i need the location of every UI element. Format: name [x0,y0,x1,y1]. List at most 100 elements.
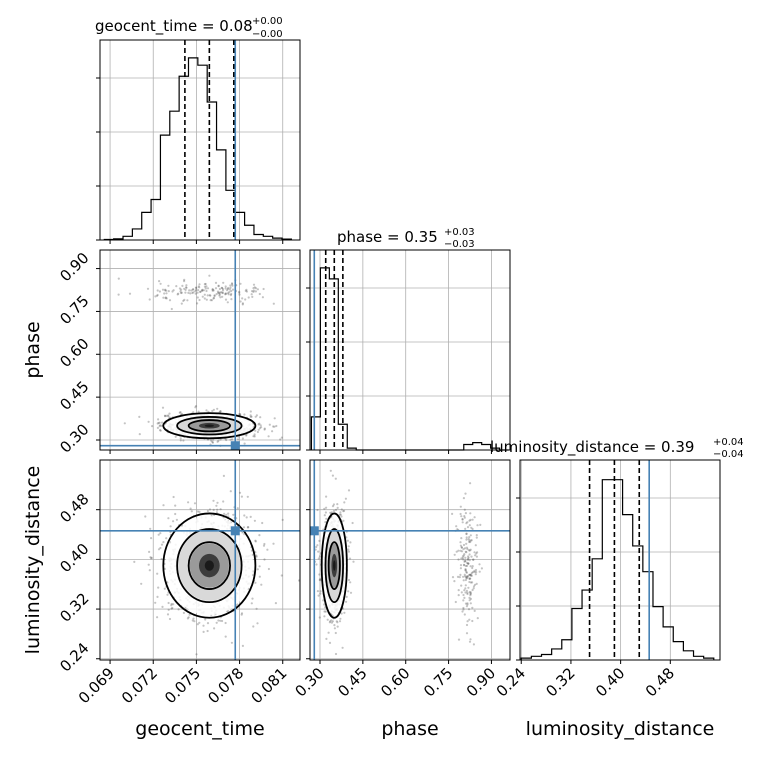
sample-point [128,292,132,295]
sample-point [227,293,230,296]
xtick-label-geocent-time: 0.072 [118,664,161,707]
sample-point [340,612,343,615]
sample-point [217,619,220,622]
sample-point [473,516,476,519]
sample-point [280,574,283,577]
sample-point [465,532,468,536]
sample-point [238,293,241,296]
sample-point [213,627,216,630]
sample-point [208,274,211,277]
sample-point [187,616,190,619]
sample-point [201,289,204,292]
sample-point [179,290,182,293]
sample-point [467,562,470,565]
sample-point [249,410,252,413]
sample-point [262,287,265,291]
sample-point [329,469,332,472]
sample-point [263,542,266,546]
sample-point [253,286,256,289]
sample-point [172,495,175,499]
sample-point [179,411,182,414]
sample-point [340,515,343,518]
sample-point [256,568,259,571]
sample-point [168,617,172,621]
sample-point [468,577,471,580]
sample-point [259,424,262,427]
sample-point [219,438,222,441]
sample-point [463,589,466,592]
sample-point [471,619,474,623]
sample-point [326,618,329,621]
sample-point [336,503,339,506]
sample-point [211,440,214,444]
sample-point [459,541,462,544]
sample-point [236,507,239,510]
sample-point [161,421,164,424]
sample-point [331,620,334,623]
sample-point [274,602,277,605]
sample-point [463,515,466,518]
sample-point [243,442,246,445]
sample-point [212,297,215,300]
sample-point [230,298,233,301]
sample-point [468,640,472,643]
density-level-4 [204,560,214,571]
truth-marker [310,526,319,536]
sample-point [174,435,177,438]
sample-point [216,407,219,410]
sample-point [318,578,321,582]
sample-point [258,427,262,430]
sample-point [464,559,467,562]
sample-point [466,564,469,568]
sample-point [466,592,469,596]
sample-point [471,571,475,574]
sample-point [205,289,208,293]
sample-point [466,521,469,524]
sample-point [159,532,162,535]
sample-point [221,295,224,298]
sample-point [258,422,261,425]
sample-point [349,581,352,584]
sample-point [204,618,207,621]
sample-point [228,290,231,294]
sample-point [474,544,477,547]
sample-point [162,504,165,507]
sample-point [462,548,465,551]
sample-point [476,524,479,527]
sample-point [238,290,241,293]
sample-point [330,621,333,624]
sample-point [469,597,472,601]
sample-point [468,596,471,600]
sample-point [347,489,351,492]
sample-point [226,289,229,292]
sample-point [183,278,186,281]
title-luminosity-distance-plus: +0.04 [713,437,744,448]
sample-point [219,410,222,413]
sample-point [156,293,159,297]
sample-point [225,513,228,516]
sample-point [227,512,230,515]
sample-point [467,555,470,558]
sample-point [198,510,201,513]
sample-point [204,287,207,290]
sample-point [456,528,459,531]
sample-point [239,282,242,285]
sample-point [165,414,168,417]
sample-point [159,282,162,285]
sample-point [138,433,141,436]
sample-point [478,563,481,566]
sample-point [462,593,465,597]
sample-point [156,422,159,425]
sample-point [166,593,169,596]
sample-point [210,439,213,442]
sample-point [470,526,473,529]
sample-point [216,508,219,511]
sample-point [465,546,469,549]
sample-point [253,435,256,438]
sample-point [243,514,246,517]
sample-point [471,588,474,592]
sample-point [240,495,243,498]
sample-point [268,423,271,426]
sample-point [267,435,270,438]
sample-point [460,546,463,549]
